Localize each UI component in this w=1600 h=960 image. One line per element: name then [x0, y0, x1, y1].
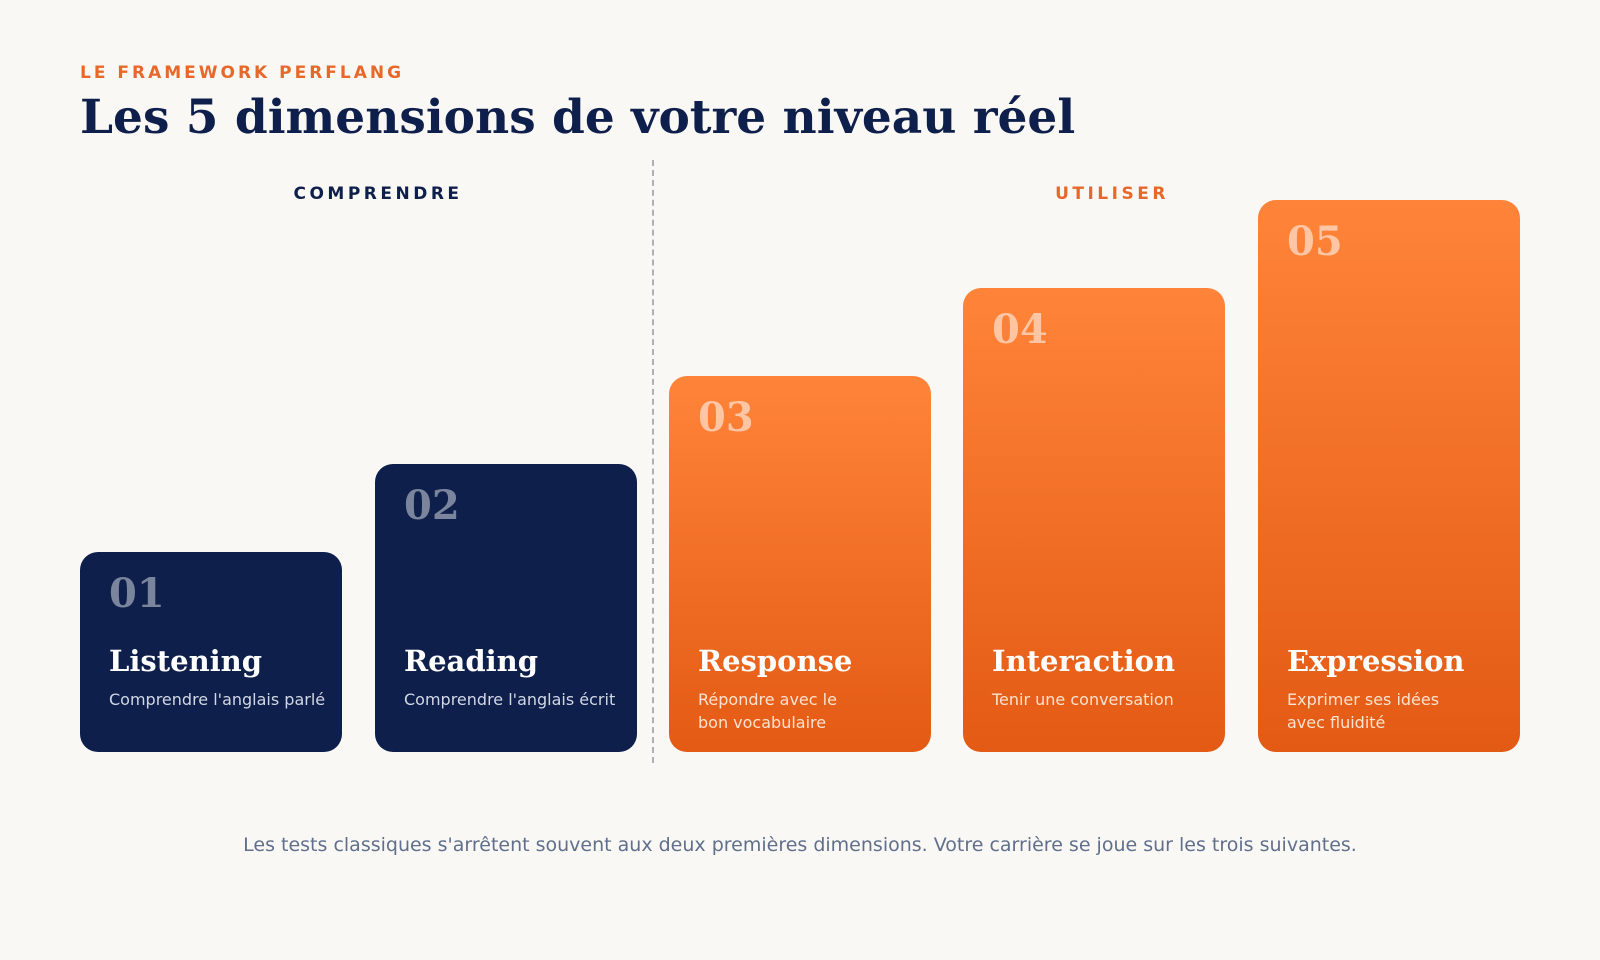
dimension-description: Répondre avec le bon vocabulaire — [698, 690, 837, 732]
dimension-name: Reading — [404, 644, 538, 678]
group-divider — [652, 160, 654, 763]
dimension-description: Comprendre l'anglais parlé — [109, 690, 326, 709]
dimension-card-interaction: 04 Interaction Tenir une conversation — [963, 288, 1225, 752]
dimension-number: 03 — [698, 394, 754, 441]
group-label-utiliser: UTILISER — [1055, 184, 1169, 204]
group-label-comprendre: COMPRENDRE — [293, 184, 463, 204]
page-title: Les 5 dimensions de votre niveau réel — [80, 90, 1076, 145]
dimension-number: 05 — [1287, 218, 1343, 265]
dimension-card-reading: 02 Reading Comprendre l'anglais écrit — [375, 464, 637, 752]
dimension-name: Response — [698, 644, 853, 678]
eyebrow-label: LE FRAMEWORK PERFLANG — [80, 63, 405, 83]
dimension-number: 02 — [404, 482, 460, 529]
dimension-card-expression: 05 Expression Exprimer ses idées avec fl… — [1258, 200, 1520, 752]
dimension-number: 01 — [109, 570, 165, 617]
dimension-card-listening: 01 Listening Comprendre l'anglais parlé — [80, 552, 342, 752]
dimension-name: Interaction — [992, 644, 1176, 678]
dimension-number: 04 — [992, 306, 1048, 353]
dimension-name: Listening — [109, 644, 263, 678]
footnote: Les tests classiques s'arrêtent souvent … — [243, 834, 1357, 856]
dimension-card-response: 03 Response Répondre avec le bon vocabul… — [669, 376, 931, 752]
dimension-name: Expression — [1287, 644, 1465, 678]
dimension-description: Exprimer ses idées avec fluidité — [1287, 690, 1440, 732]
dimension-description: Comprendre l'anglais écrit — [404, 690, 616, 709]
dimension-description: Tenir une conversation — [992, 690, 1174, 709]
